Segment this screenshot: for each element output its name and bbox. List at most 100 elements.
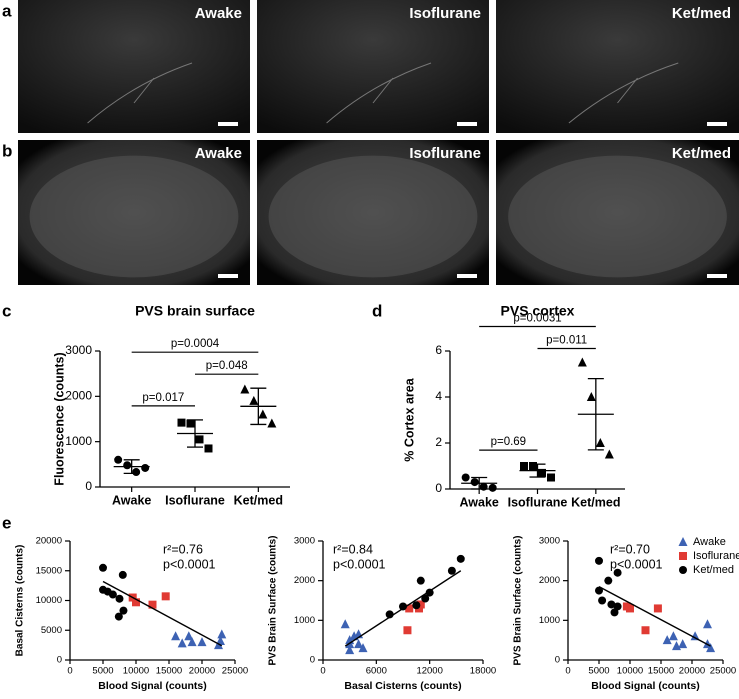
y-tick-label: 3000 [65, 343, 92, 357]
point [114, 455, 123, 464]
point [171, 631, 181, 641]
x-tick-label: 10000 [617, 666, 643, 677]
x-axis-label: Blood Signal (counts) [591, 680, 700, 692]
x-tick-label: 5000 [92, 666, 113, 677]
point [613, 602, 622, 611]
annotation: p<0.0001 [610, 557, 663, 571]
y-axis-label: PVS Brain Surface (counts) [268, 535, 279, 665]
point [529, 462, 537, 470]
point [399, 602, 407, 611]
legend-label: Ket/med [693, 564, 734, 576]
point [595, 438, 605, 447]
image-label: Ket/med [672, 5, 731, 22]
point [416, 600, 425, 609]
x-axis-label: Blood Signal (counts) [98, 680, 207, 692]
point [538, 468, 546, 477]
panel-letter: d [372, 301, 382, 320]
x-tick-label: 25000 [710, 666, 736, 677]
micrograph [18, 0, 250, 133]
point [115, 594, 124, 603]
y-tick-label: 20000 [36, 536, 62, 547]
x-tick-label: Ket/med [234, 493, 283, 507]
vessels [568, 62, 679, 124]
y-tick-label: 0 [310, 655, 315, 666]
point [358, 643, 368, 653]
y-tick-label: 1000 [294, 615, 315, 626]
point [403, 626, 412, 635]
y-tick-label: 3000 [294, 536, 315, 547]
point [215, 635, 225, 645]
point [520, 462, 528, 470]
point [595, 556, 603, 565]
brain-section [268, 155, 478, 278]
point [595, 586, 603, 595]
annotation: r²=0.70 [610, 542, 650, 556]
point [613, 568, 622, 577]
p-value: p=0.017 [142, 392, 184, 404]
point [99, 563, 107, 572]
x-tick-label: 0 [320, 666, 325, 677]
point [421, 594, 430, 603]
annotation: r²=0.84 [333, 542, 373, 556]
point [470, 478, 479, 487]
point [177, 418, 186, 427]
point [187, 637, 197, 647]
point [456, 554, 465, 563]
point [604, 576, 613, 585]
point [217, 629, 227, 639]
p-value: p=0.048 [206, 360, 248, 372]
point [598, 596, 607, 605]
x-tick-label: 6000 [366, 666, 387, 677]
micrograph [496, 0, 739, 133]
point [108, 590, 117, 599]
chart-title: PVS cortex [501, 303, 575, 319]
y-tick-label: 2000 [65, 389, 92, 403]
point [197, 637, 207, 647]
point [577, 357, 587, 367]
y-tick-label: 0 [435, 481, 442, 495]
panel-letter: c [2, 301, 11, 320]
point [461, 473, 470, 482]
point [258, 409, 268, 419]
panel-letter: e [2, 513, 11, 532]
annotation: r²=0.76 [163, 542, 203, 556]
y-axis-label: PVS Brain Surface (counts) [513, 535, 524, 665]
x-tick-label: 15000 [648, 666, 674, 677]
point [184, 631, 194, 641]
point [267, 418, 277, 428]
point [204, 444, 213, 453]
image-label: Isoflurane [409, 145, 481, 162]
point [488, 483, 497, 492]
legend-marker [679, 566, 687, 574]
x-tick-label: Isoflurane [165, 493, 225, 507]
point [662, 635, 672, 645]
point [641, 626, 650, 635]
chart-title: PVS brain surface [135, 303, 255, 319]
y-axis-label: Fluorescence (counts) [52, 352, 66, 485]
point [148, 600, 157, 609]
point [119, 606, 128, 615]
point [118, 570, 127, 579]
y-tick-label: 2000 [294, 575, 315, 586]
annotation: p<0.0001 [333, 557, 386, 571]
y-tick-label: 4 [435, 389, 442, 403]
annotation: p<0.0001 [163, 557, 216, 571]
x-tick-label: 20000 [679, 666, 705, 677]
y-tick-label: 0 [85, 479, 92, 493]
brain-section [508, 155, 727, 278]
point [690, 631, 700, 641]
y-axis-label: Basal Cisterns (counts) [15, 545, 26, 657]
legend-label: Isoflurane [693, 550, 739, 562]
y-tick-label: 10000 [36, 595, 62, 606]
x-tick-label: Awake [112, 493, 151, 507]
point [240, 384, 250, 394]
y-tick-label: 5000 [41, 625, 62, 636]
brain-section [29, 155, 239, 278]
x-tick-label: 15000 [156, 666, 182, 677]
vessels [326, 62, 432, 124]
panel-letter: b [2, 141, 12, 160]
point [416, 576, 425, 585]
point [177, 638, 187, 648]
point [678, 639, 688, 649]
